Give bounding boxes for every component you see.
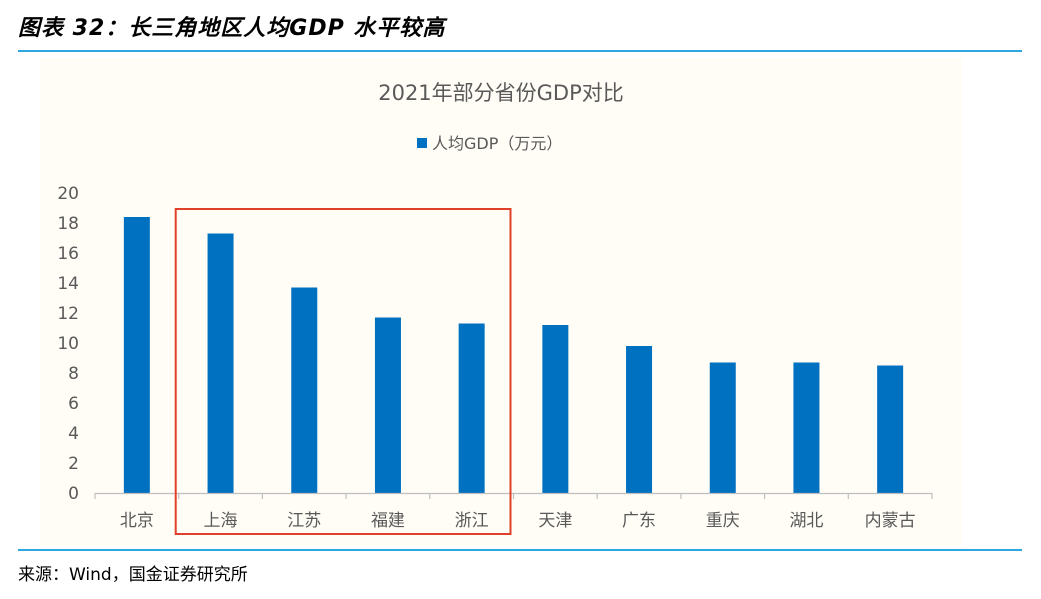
legend-label: 人均GDP（万元） <box>432 134 562 153</box>
x-tick-label: 天津 <box>538 511 572 531</box>
bar <box>542 325 569 493</box>
x-tick-label: 内蒙古 <box>865 511 916 531</box>
bar <box>374 317 401 493</box>
source-note: 来源：Wind，国金证券研究所 <box>18 565 248 585</box>
x-tick-label: 北京 <box>120 511 154 531</box>
chart-title: 2021年部分省份GDP对比 <box>378 81 624 105</box>
bar <box>793 362 820 493</box>
y-tick-label: 6 <box>68 394 79 414</box>
y-tick-label: 2 <box>68 454 79 474</box>
x-tick-label: 浙江 <box>455 511 489 531</box>
figure-title: 图表 32：长三角地区人均GDP 水平较高 <box>18 16 446 41</box>
x-tick-label: 广东 <box>622 511 656 531</box>
bar <box>709 362 736 493</box>
y-tick-label: 12 <box>57 304 79 324</box>
bar <box>123 217 150 493</box>
x-axis: 北京 上海 江苏 福建 浙江 天津 广东 重庆 湖北 内蒙古 <box>94 492 933 531</box>
chart-panel: 2021年部分省份GDP对比 人均GDP（万元） 0 2 4 6 8 10 12 14 16 18… <box>40 58 962 546</box>
highlight-box <box>174 208 512 535</box>
bottom-rule <box>18 549 1022 551</box>
bar <box>207 233 234 493</box>
bar-chart: 2021年部分省份GDP对比 人均GDP（万元） 0 2 4 6 8 10 12 14 16 18… <box>57 81 933 535</box>
top-rule <box>18 50 1022 52</box>
y-tick-label: 18 <box>57 214 79 234</box>
y-tick-label: 4 <box>68 424 79 444</box>
bars <box>123 217 904 493</box>
y-tick-label: 0 <box>68 484 79 504</box>
y-tick-label: 14 <box>57 274 79 294</box>
x-tick-label: 湖北 <box>789 511 823 531</box>
y-axis: 0 2 4 6 8 10 12 14 16 18 20 <box>57 184 79 504</box>
x-tick-label: 上海 <box>204 511 238 531</box>
y-tick-label: 20 <box>57 184 79 204</box>
bar <box>877 365 904 493</box>
bar <box>291 287 318 493</box>
legend-swatch <box>417 138 427 148</box>
x-tick-label: 重庆 <box>706 511 740 531</box>
y-tick-label: 10 <box>57 334 79 354</box>
y-tick-label: 16 <box>57 244 79 264</box>
bar <box>626 346 653 493</box>
bar <box>458 323 485 493</box>
y-tick-label: 8 <box>68 364 79 384</box>
x-tick-label: 江苏 <box>287 511 321 531</box>
x-tick-label: 福建 <box>371 511 405 531</box>
